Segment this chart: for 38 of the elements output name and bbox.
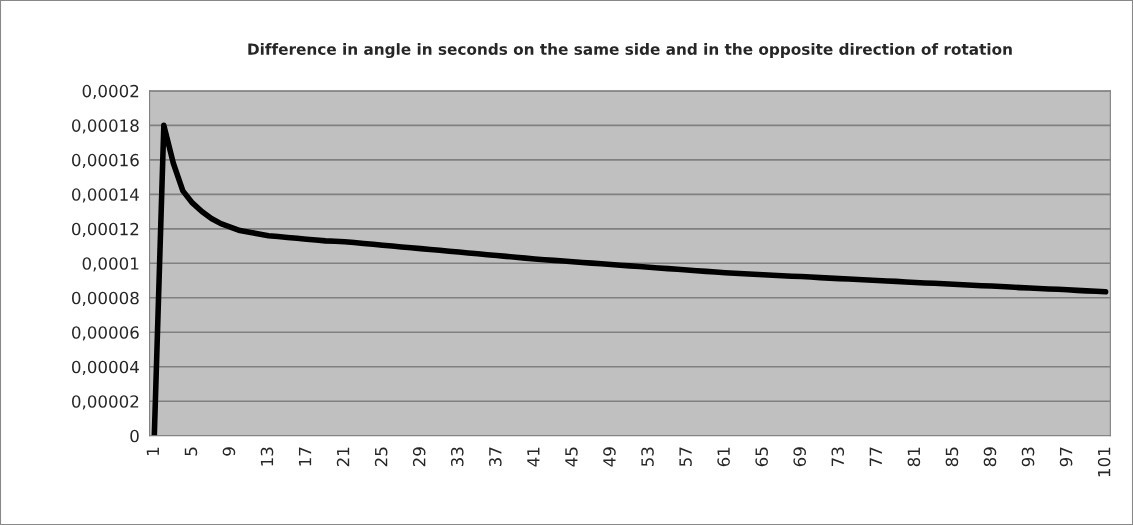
x-tick-label: 101 — [1097, 447, 1111, 477]
y-tick-label: 0,0002 — [82, 84, 139, 100]
y-tick-label: 0,00014 — [72, 188, 139, 203]
x-tick-label: 5 — [184, 447, 198, 456]
y-tick-label: 0,00012 — [72, 222, 139, 238]
x-tick-label: 53 — [641, 447, 654, 467]
x-tick-label: 93 — [1021, 447, 1035, 467]
x-tick-label: 37 — [489, 447, 502, 467]
chart-title: Difference in angle in seconds on the same side and in the opposite direction of rotation — [248, 43, 1012, 59]
y-tick-label: 0,00002 — [72, 395, 139, 410]
x-tick-label: 17 — [298, 447, 312, 466]
x-tick-label: 85 — [945, 447, 959, 467]
y-tick-label: 0,00008 — [72, 291, 139, 307]
x-tick-label: 61 — [717, 447, 730, 467]
x-tick-label: 73 — [831, 447, 845, 467]
y-tick-label: 0,00004 — [72, 360, 139, 376]
x-tick-label: 1 — [146, 447, 159, 455]
x-tick-label: 89 — [983, 447, 997, 467]
x-tick-label: 97 — [1059, 447, 1073, 467]
y-tick-label: 0,00018 — [72, 119, 139, 134]
x-tick-label: 81 — [907, 447, 921, 467]
x-tick-label: 9 — [222, 447, 236, 456]
x-tick-label: 25 — [374, 447, 388, 467]
x-tick-label: 77 — [869, 447, 882, 467]
x-tick-label: 41 — [527, 447, 540, 467]
x-tick-label: 57 — [679, 447, 692, 467]
y-tick-label: 0 — [130, 429, 139, 443]
x-tick-label: 29 — [412, 447, 426, 467]
x-tick-label: 21 — [336, 447, 350, 467]
x-tick-label: 13 — [260, 447, 274, 466]
x-tick-label: 69 — [793, 447, 807, 467]
y-tick-label: 0,00006 — [72, 326, 139, 341]
x-tick-label: 45 — [565, 447, 578, 467]
x-tick-label: 33 — [450, 447, 464, 467]
y-tick-label: 0,0001 — [82, 257, 139, 272]
x-tick-label: 65 — [755, 447, 768, 467]
y-tick-label: 0,00016 — [72, 153, 139, 169]
x-tick-label: 49 — [603, 447, 616, 467]
